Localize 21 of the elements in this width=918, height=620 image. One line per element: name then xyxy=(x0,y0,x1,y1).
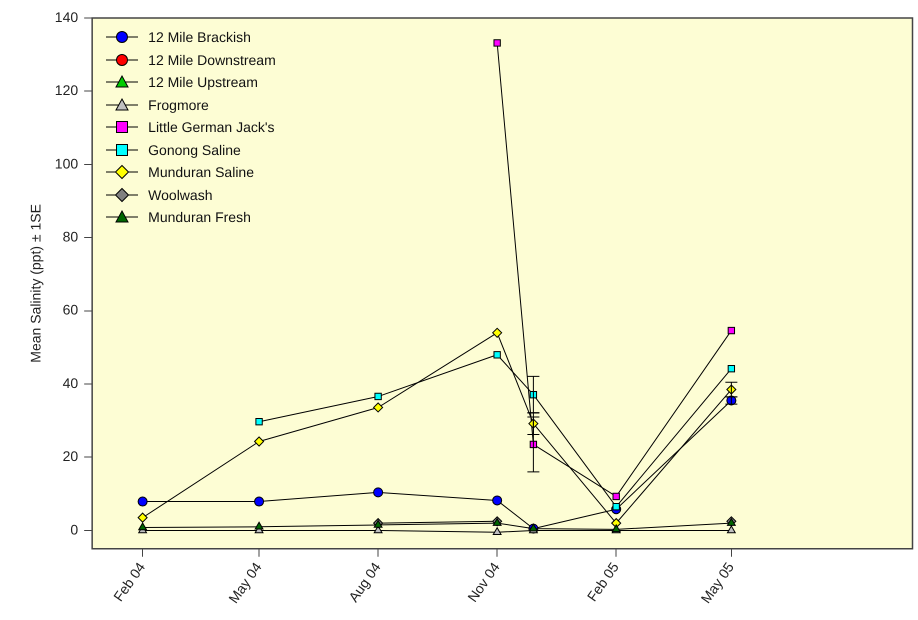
y-tick-label: 140 xyxy=(54,8,78,25)
legend-label: 12 Mile Upstream xyxy=(148,74,258,90)
x-tick-label: Feb 04 xyxy=(110,559,148,604)
x-tick-label: Feb 05 xyxy=(584,559,622,604)
x-tick-label: Nov 04 xyxy=(464,559,503,605)
y-tick-label: 20 xyxy=(62,448,78,464)
y-tick-label: 40 xyxy=(62,374,78,391)
legend-label: Woolwash xyxy=(148,186,212,203)
legend-label: Little German Jack's xyxy=(148,119,275,136)
y-tick-label: 80 xyxy=(62,228,78,244)
y-tick-label: 100 xyxy=(54,155,78,172)
y-axis-title: Mean Salinity (ppt) ± 1SE xyxy=(27,204,44,363)
legend-label: 12 Mile Brackish xyxy=(148,29,251,46)
y-tick-label: 120 xyxy=(54,82,78,98)
legend-label: Munduran Fresh xyxy=(148,209,251,226)
y-tick-label: 60 xyxy=(62,302,78,318)
y-tick-label: 0 xyxy=(70,521,78,538)
legend-label: 12 Mile Downstream xyxy=(148,52,276,68)
legend-label: Gonong Saline xyxy=(148,142,241,158)
legend-label: Frogmore xyxy=(148,96,209,113)
legend-label: Munduran Saline xyxy=(148,164,254,180)
